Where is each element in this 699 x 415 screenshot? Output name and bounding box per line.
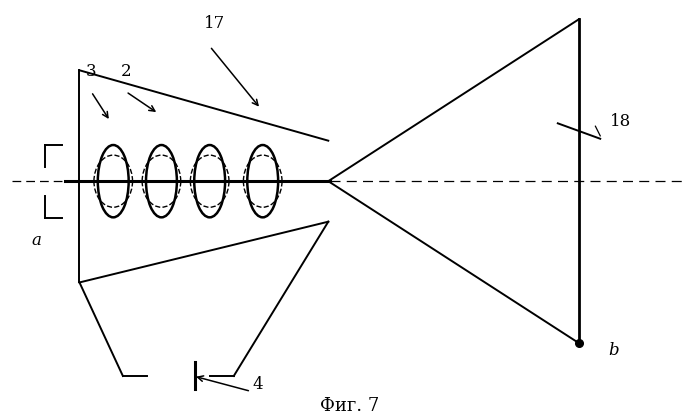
Text: 18: 18 (610, 113, 631, 130)
Text: 2: 2 (120, 63, 131, 80)
Text: b: b (608, 342, 619, 359)
Text: Фиг. 7: Фиг. 7 (320, 397, 379, 415)
Text: a: a (31, 232, 41, 249)
Text: 3: 3 (86, 63, 96, 80)
Text: 4: 4 (252, 376, 264, 393)
Text: 17: 17 (204, 15, 225, 32)
